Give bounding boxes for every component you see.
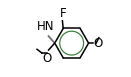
Text: F: F xyxy=(59,7,66,20)
Text: O: O xyxy=(93,37,102,50)
Text: O: O xyxy=(43,52,52,65)
Text: HN: HN xyxy=(37,20,55,33)
